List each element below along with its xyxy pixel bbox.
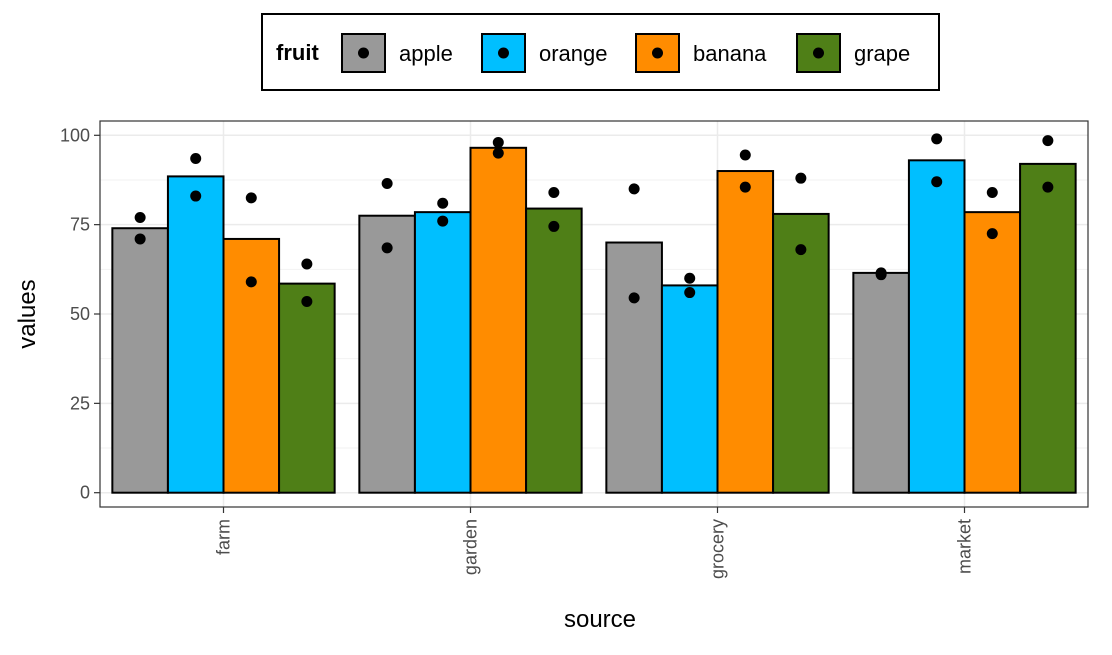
bars — [111, 146, 1077, 494]
point-grape-market — [1042, 135, 1054, 147]
point-grape-garden — [548, 186, 560, 198]
x-tick-label: market — [955, 519, 975, 574]
bar-apple-farm — [111, 227, 169, 494]
x-axis-title: source — [564, 606, 636, 633]
x-tick-label: farm — [214, 519, 234, 555]
plot-panel — [99, 120, 1089, 508]
points — [134, 133, 1054, 307]
bar-grape-farm — [278, 282, 336, 494]
point-apple-garden — [381, 178, 393, 190]
legend-label-banana: banana — [693, 41, 767, 66]
legend-label-grape: grape — [854, 41, 910, 66]
point-banana-farm — [245, 192, 257, 204]
point-orange-market — [931, 176, 943, 188]
point-banana-farm — [245, 276, 257, 288]
point-grape-garden — [548, 220, 560, 232]
y-axis-title: values — [14, 279, 41, 348]
y-tick-label: 100 — [60, 125, 90, 145]
point-apple-farm — [134, 212, 146, 223]
point-apple-grocery — [628, 183, 640, 195]
bar-orange-farm — [166, 175, 225, 494]
legend-label-apple: apple — [399, 41, 453, 66]
bar-apple-grocery — [605, 241, 663, 494]
y-tick-label: 0 — [80, 483, 90, 503]
legend-label-orange: orange — [539, 41, 608, 66]
bar-banana-grocery — [716, 170, 775, 494]
y-tick-label: 75 — [70, 215, 90, 235]
x-axis: farm garden grocery market — [214, 507, 975, 579]
point-grape-grocery — [795, 244, 807, 256]
point-apple-garden — [381, 242, 393, 254]
point-orange-farm — [190, 190, 202, 202]
legend-key-point — [652, 47, 663, 59]
point-orange-grocery — [684, 272, 696, 284]
point-grape-farm — [301, 295, 313, 307]
bar-grape-market — [1019, 162, 1077, 494]
point-orange-grocery — [684, 287, 696, 299]
point-apple-market — [875, 267, 887, 279]
point-orange-garden — [437, 215, 449, 227]
bar-banana-market — [963, 211, 1022, 494]
point-orange-farm — [190, 153, 202, 165]
point-banana-garden — [492, 136, 504, 148]
point-apple-grocery — [628, 292, 640, 304]
point-banana-grocery — [739, 181, 751, 193]
legend: fruit apple orange banana grape — [261, 13, 940, 91]
legend-key-point — [358, 47, 369, 59]
x-tick-label: garden — [461, 519, 481, 575]
bar-apple-market — [852, 271, 910, 494]
point-apple-farm — [134, 233, 146, 245]
point-banana-garden — [492, 147, 504, 159]
legend-key-point — [498, 47, 509, 59]
bar-banana-garden — [469, 146, 528, 494]
bar-orange-grocery — [660, 284, 719, 494]
y-tick-label: 25 — [70, 393, 90, 413]
legend-key-point — [813, 47, 824, 59]
point-orange-garden — [437, 197, 449, 209]
point-grape-market — [1042, 181, 1054, 193]
point-banana-grocery — [739, 149, 751, 161]
legend-title: fruit — [276, 40, 319, 65]
point-banana-market — [986, 186, 998, 198]
x-tick-label: grocery — [708, 519, 728, 579]
point-grape-grocery — [795, 172, 807, 184]
bar-orange-market — [907, 159, 966, 494]
y-tick-label: 50 — [70, 304, 90, 324]
bar-grape-garden — [525, 207, 583, 494]
bar-apple-garden — [358, 214, 416, 494]
y-axis: 0 25 50 75 100 — [60, 125, 100, 503]
legend-items: apple orange banana grape — [341, 33, 910, 73]
point-grape-farm — [301, 258, 313, 270]
point-orange-market — [931, 133, 943, 145]
bar-orange-garden — [413, 211, 472, 494]
bar-grape-grocery — [772, 212, 830, 494]
point-banana-market — [986, 228, 998, 240]
